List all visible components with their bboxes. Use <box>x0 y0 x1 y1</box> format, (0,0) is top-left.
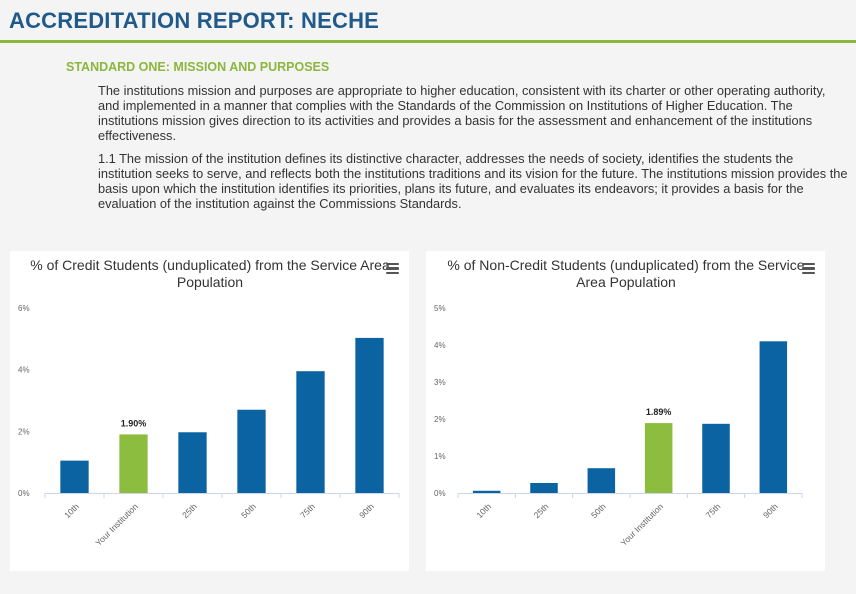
y-tick-label: 4% <box>434 341 446 350</box>
x-tick-label: 75th <box>704 501 723 520</box>
bar[interactable] <box>702 423 730 493</box>
x-tick-label: 10th <box>474 501 493 520</box>
chart-card-noncredit: % of Non-Credit Students (unduplicated) … <box>426 251 825 571</box>
noncredit-chart-plot: 0% 1% 2% 3% 4% 5% 10th 25th 50th 1.89% Your Instit… <box>434 304 803 548</box>
bar[interactable] <box>296 371 325 493</box>
y-tick-label: 2% <box>18 427 30 436</box>
bar[interactable] <box>759 341 788 493</box>
x-tick-label: Your Institution <box>93 501 140 548</box>
y-tick-label: 6% <box>18 304 30 313</box>
page-title: ACCREDITATION REPORT: NECHE <box>9 8 380 33</box>
x-tick-label: 50th <box>239 501 258 520</box>
data-label: 1.90% <box>121 418 147 428</box>
bar[interactable] <box>472 490 501 493</box>
bar[interactable] <box>587 468 616 493</box>
x-tick-label: 25th <box>532 501 551 520</box>
y-tick-label: 5% <box>434 304 446 313</box>
bar[interactable] <box>178 432 207 493</box>
bar-your-institution[interactable] <box>644 423 673 493</box>
x-tick-label: Your Institution <box>618 501 665 548</box>
hamburger-menu-icon[interactable] <box>386 263 399 274</box>
y-tick-label: 3% <box>434 378 446 387</box>
y-tick-label: 1% <box>434 452 446 461</box>
bar[interactable] <box>355 337 384 493</box>
x-tick-label: 50th <box>589 501 608 520</box>
x-tick-label: 10th <box>62 501 81 520</box>
y-tick-label: 0% <box>18 489 30 498</box>
bar-your-institution[interactable] <box>119 434 148 493</box>
x-tick-label: 90th <box>357 501 376 520</box>
y-tick-label: 2% <box>434 415 446 424</box>
x-tick-label: 90th <box>761 501 780 520</box>
standard-title: STANDARD ONE: MISSION AND PURPOSES <box>66 60 330 74</box>
standard-paragraph: 1.1 The mission of the institution defin… <box>98 151 848 211</box>
credit-chart-plot: 0% 2% 4% 6% 10th 1.90% Your Institution 25th 50t… <box>18 304 400 548</box>
data-label: 1.89% <box>646 407 672 417</box>
bar[interactable] <box>530 483 558 493</box>
chart-title: % of Non-Credit Students (unduplicated) … <box>447 257 805 290</box>
y-tick-label: 0% <box>434 489 446 498</box>
x-tick-label: 25th <box>180 501 199 520</box>
y-tick-label: 4% <box>18 366 30 375</box>
standard-paragraph: The institutions mission and purposes ar… <box>98 83 826 143</box>
report-header: ACCREDITATION REPORT: NECHE <box>0 0 856 43</box>
chart-title: % of Credit Students (unduplicated) from… <box>30 257 390 290</box>
bar[interactable] <box>237 409 266 493</box>
chart-card-credit: % of Credit Students (unduplicated) from… <box>10 251 409 571</box>
bar[interactable] <box>60 460 89 493</box>
x-tick-label: 75th <box>298 501 317 520</box>
hamburger-menu-icon[interactable] <box>802 263 815 274</box>
